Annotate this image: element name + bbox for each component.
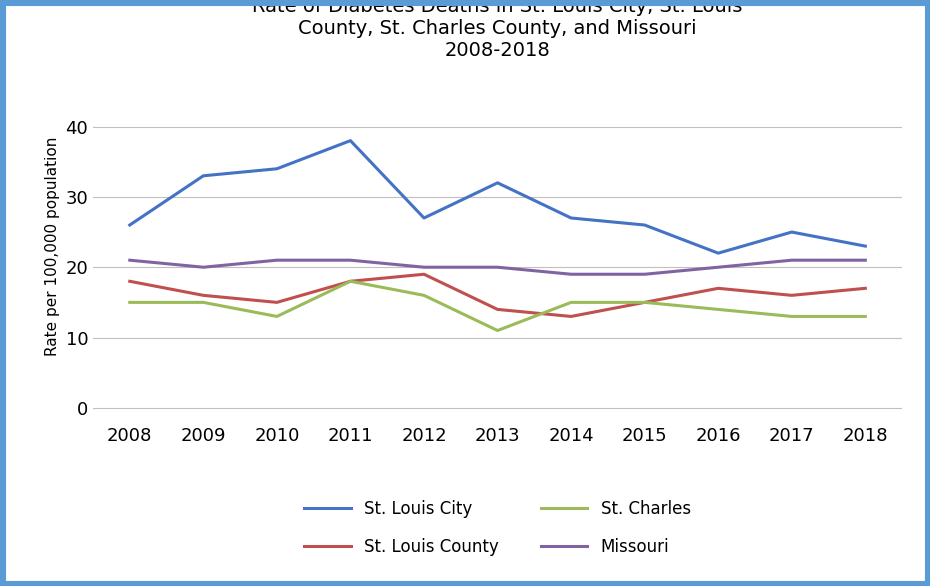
Title: Rate of Diabetes Deaths in St. Louis City, St. Louis
County, St. Charles County,: Rate of Diabetes Deaths in St. Louis Cit… bbox=[252, 0, 743, 60]
Legend: St. Louis City, St. Louis County, St. Charles, Missouri: St. Louis City, St. Louis County, St. Ch… bbox=[298, 493, 698, 563]
Y-axis label: Rate per 100,000 population: Rate per 100,000 population bbox=[45, 137, 60, 356]
